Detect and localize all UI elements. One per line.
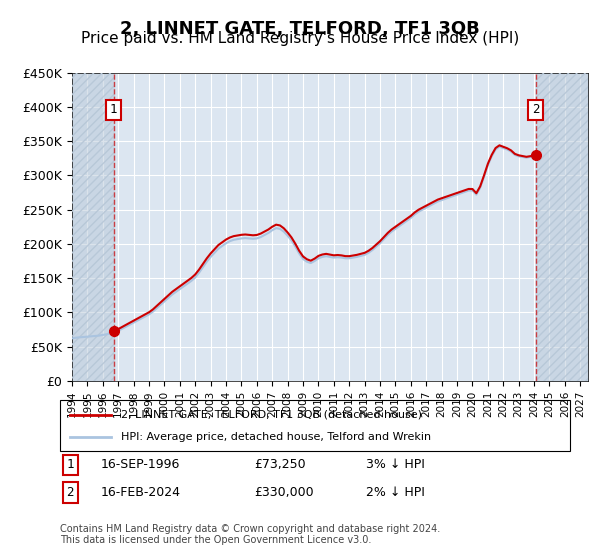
Text: 1: 1: [110, 103, 118, 116]
Text: Price paid vs. HM Land Registry's House Price Index (HPI): Price paid vs. HM Land Registry's House …: [81, 31, 519, 46]
Text: £73,250: £73,250: [254, 459, 305, 472]
Text: £330,000: £330,000: [254, 486, 313, 499]
Text: 16-SEP-1996: 16-SEP-1996: [101, 459, 180, 472]
Text: Contains HM Land Registry data © Crown copyright and database right 2024.
This d: Contains HM Land Registry data © Crown c…: [60, 524, 440, 545]
Bar: [536, 73, 588, 381]
Text: 2: 2: [67, 486, 74, 499]
Text: 2, LINNET GATE, TELFORD, TF1 3QB: 2, LINNET GATE, TELFORD, TF1 3QB: [120, 20, 480, 38]
Text: 16-FEB-2024: 16-FEB-2024: [101, 486, 181, 499]
Text: 1: 1: [67, 459, 74, 472]
Text: 2, LINNET GATE, TELFORD, TF1 3QB (detached house): 2, LINNET GATE, TELFORD, TF1 3QB (detach…: [121, 409, 422, 419]
Text: 2% ↓ HPI: 2% ↓ HPI: [366, 486, 425, 499]
Text: 2: 2: [532, 103, 539, 116]
Text: HPI: Average price, detached house, Telford and Wrekin: HPI: Average price, detached house, Telf…: [121, 432, 431, 442]
Bar: [72, 73, 114, 381]
Text: 3% ↓ HPI: 3% ↓ HPI: [366, 459, 425, 472]
